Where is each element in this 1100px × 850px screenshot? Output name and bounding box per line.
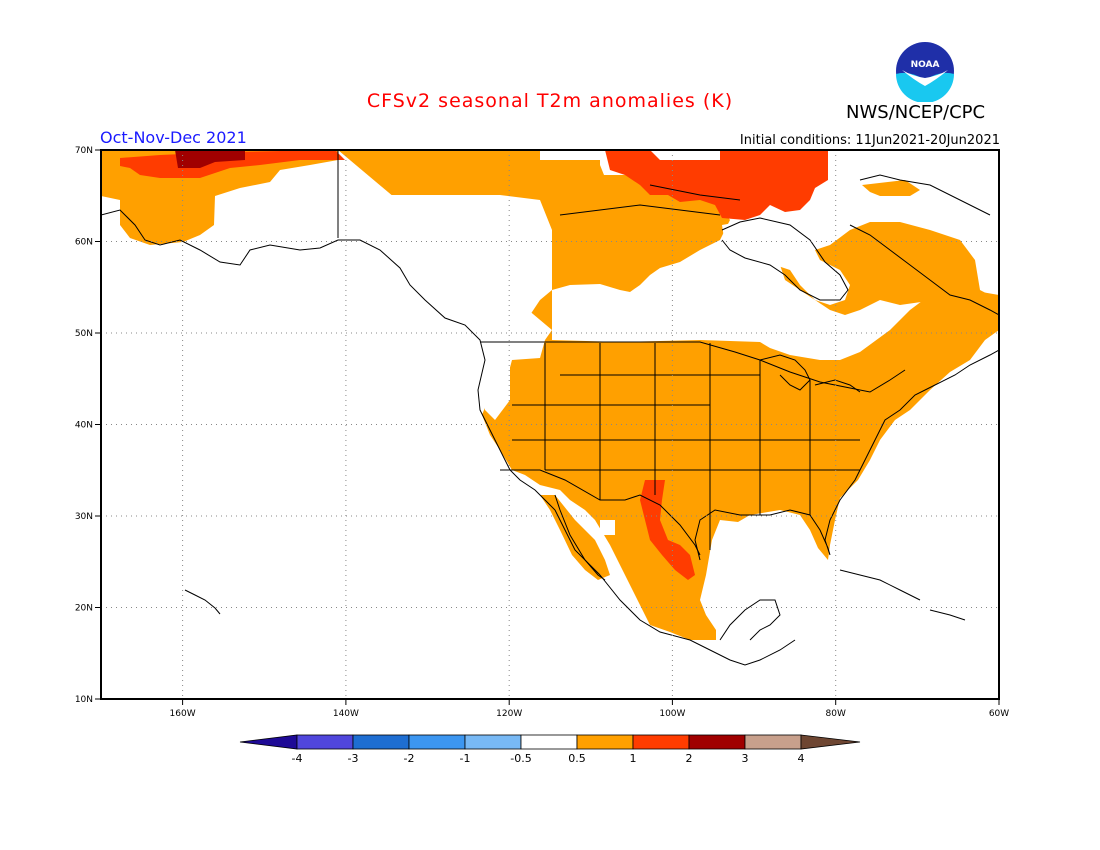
noaa-logo: NOAA [895, 41, 955, 102]
colorbar-label: -2 [404, 752, 415, 765]
x-tick-label: 60W [989, 709, 1009, 719]
y-tick-label: 20N [75, 604, 93, 614]
anomaly-2-to-3-region [175, 150, 245, 168]
y-axis-labels: 70N 60N 50N 40N 30N 20N 10N [75, 146, 93, 705]
anomaly-shading [101, 150, 999, 640]
colorbar-label: -3 [348, 752, 359, 765]
x-tick-label: 140W [333, 709, 359, 719]
colorbar-arrow-low [239, 734, 298, 750]
colorbar-label: -1 [460, 752, 471, 765]
x-tick-label: 100W [659, 709, 685, 719]
colorbar-label: 1 [630, 752, 637, 765]
forecast-period: Oct-Nov-Dec 2021 [100, 128, 247, 147]
colorbar-label: 0.5 [568, 752, 586, 765]
x-tick-label: 80W [826, 709, 846, 719]
colorbar-cell [296, 734, 354, 750]
colorbar-label: 2 [686, 752, 693, 765]
y-tick-label: 50N [75, 329, 93, 339]
colorbar-cell [632, 734, 690, 750]
logo-text: NOAA [911, 60, 940, 70]
colorbar-cell [576, 734, 634, 750]
colorbar-cell [744, 734, 802, 750]
colorbar-labels: -4 -3 -2 -1 -0.5 0.5 1 2 3 4 [292, 752, 805, 765]
colorbar-label: -4 [292, 752, 303, 765]
colorbar-label: 4 [798, 752, 805, 765]
y-tick-label: 70N [75, 146, 93, 156]
coastlines [101, 150, 999, 666]
y-tick-label: 40N [75, 421, 93, 431]
colorbar [239, 734, 861, 750]
y-tick-label: 30N [75, 512, 93, 522]
y-tick-label: 10N [75, 695, 93, 705]
map-title: CFSv2 seasonal T2m anomalies (K) [366, 90, 734, 112]
colorbar-cell [408, 734, 466, 750]
y-tick-label: 60N [75, 238, 93, 248]
colorbar-cell [464, 734, 522, 750]
initial-conditions: Initial conditions: 11Jun2021-20Jun2021 [739, 133, 1000, 148]
x-tick-label: 160W [170, 709, 196, 719]
colorbar-cell [520, 734, 578, 750]
agency-label: NWS/NCEP/CPC [846, 102, 986, 123]
colorbar-cell [352, 734, 410, 750]
x-axis-labels: 160W 140W 120W 100W 80W 60W [170, 709, 1010, 719]
colorbar-cell [688, 734, 746, 750]
colorbar-arrow-high [800, 734, 861, 750]
colorbar-label: -0.5 [510, 752, 531, 765]
near-zero-gaps [338, 195, 850, 535]
tick-marks [95, 149, 1000, 705]
colorbar-label: 3 [742, 752, 749, 765]
x-tick-label: 120W [496, 709, 522, 719]
